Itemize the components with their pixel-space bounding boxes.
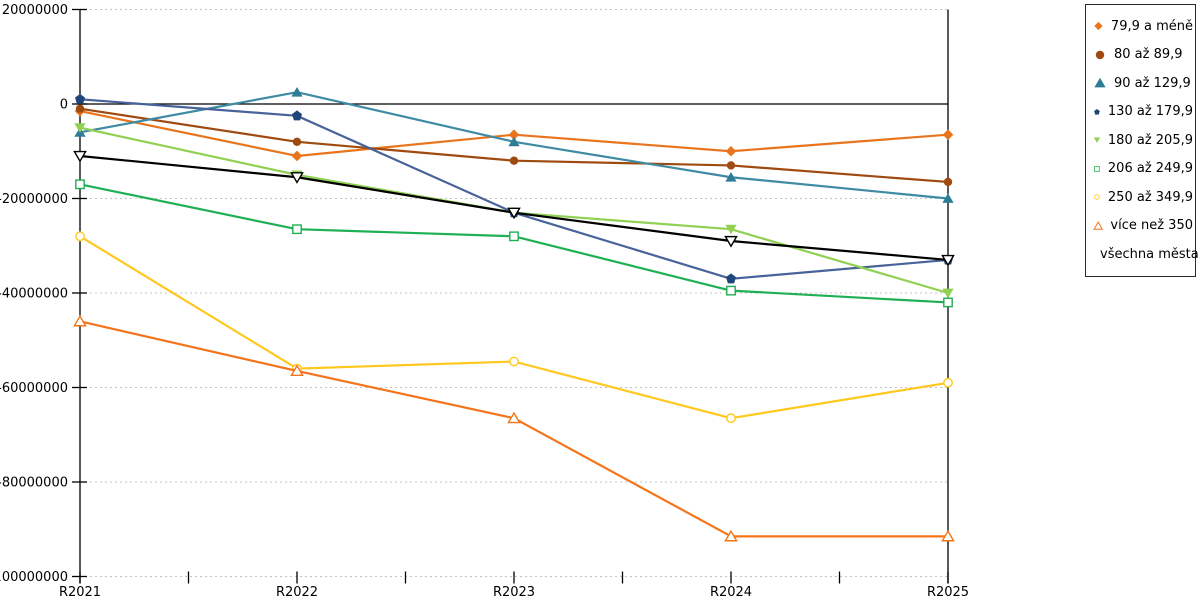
legend-label: 80 až 89,9 [1114, 47, 1183, 63]
legend-label: všechna města [1100, 246, 1199, 262]
legend-item: 130 až 179,9 [1093, 98, 1193, 127]
y-tick-label: -40000000 [0, 287, 68, 302]
y-tick-label: 20000000 [2, 3, 68, 18]
y-tick-label: -60000000 [0, 381, 68, 396]
marker-pentagon-icon [75, 93, 85, 104]
marker-triangle-up-icon [941, 529, 955, 542]
marker-triangle-up-icon [291, 86, 303, 97]
legend-item: 90 až 129,9 [1093, 69, 1193, 98]
marker-pentagon-icon [726, 273, 736, 284]
y-tick-label: -80000000 [0, 476, 68, 491]
marker-triangle-down-icon [1093, 137, 1101, 144]
legend-item: 80 až 89,9 [1093, 41, 1193, 70]
legend-item: 250 až 349,9 [1093, 183, 1193, 212]
legend-label: 79,9 a méně [1110, 18, 1193, 34]
legend-label: 90 až 129,9 [1114, 75, 1191, 91]
legend-marker-square-icon [1094, 165, 1100, 172]
legend-marker-circle-icon [1095, 50, 1105, 59]
marker-triangle-up-icon [1093, 220, 1104, 230]
marker-triangle-up-icon [1094, 78, 1106, 88]
marker-circle-icon [75, 231, 85, 242]
legend-marker-circle-icon [1094, 194, 1100, 201]
legend-marker-triangle-up-icon [1093, 220, 1104, 230]
marker-square-icon [1094, 165, 1100, 172]
marker-triangle-up-icon [942, 193, 954, 203]
series-line [78, 320, 950, 538]
series-2 [75, 104, 953, 187]
series-line [78, 183, 950, 304]
marker-pentagon-icon [292, 110, 302, 121]
legend-label: 130 až 179,9 [1107, 104, 1193, 120]
marker-circle-icon [726, 413, 736, 424]
legend-item: více než 350 [1093, 212, 1193, 241]
marker-square-icon [943, 297, 953, 308]
legend-item: 180 až 205,9 [1093, 126, 1193, 155]
marker-diamond-icon [942, 129, 954, 141]
marker-circle-icon [943, 177, 953, 187]
x-tick-label: R2024 [710, 585, 752, 600]
marker-circle-icon [509, 156, 519, 165]
marker-circle-icon [1094, 194, 1100, 201]
marker-circle-icon [292, 137, 302, 146]
legend-marker-pentagon-icon [1094, 108, 1100, 115]
marker-triangle-down-icon [724, 235, 738, 248]
marker-pentagon-icon [1094, 108, 1100, 115]
marker-triangle-down-icon [942, 288, 954, 299]
marker-circle-icon [726, 161, 736, 170]
marker-triangle-up-icon [290, 364, 304, 377]
legend-item: 79,9 a méně [1093, 12, 1193, 41]
marker-diamond-icon [725, 145, 737, 157]
marker-triangle-down-icon [74, 123, 86, 133]
marker-triangle-up-icon [724, 529, 738, 542]
marker-triangle-down-icon [507, 207, 521, 220]
marker-diamond-icon [291, 150, 303, 162]
legend-marker-triangle-up-icon [1094, 78, 1106, 88]
marker-square-icon [75, 179, 85, 190]
marker-square-icon [292, 224, 302, 235]
legend: 79,9 a méně 80 až 89,9 90 až 129,9 130 až 1… [1085, 4, 1199, 277]
marker-triangle-up-icon [508, 136, 520, 147]
marker-square-icon [509, 231, 519, 242]
marker-circle-icon [943, 377, 953, 388]
marker-triangle-down-icon [725, 224, 737, 235]
y-tick-label: -100000000 [0, 570, 68, 585]
marker-triangle-down-icon [290, 172, 304, 184]
marker-triangle-up-icon [73, 314, 87, 327]
legend-label: 180 až 205,9 [1107, 132, 1193, 148]
marker-triangle-up-icon [725, 172, 737, 182]
legend-marker-diamond-icon [1094, 22, 1103, 31]
marker-square-icon [726, 285, 736, 296]
series-7 [75, 231, 953, 424]
series-8 [73, 314, 955, 542]
legend-item: všechna města [1093, 240, 1199, 269]
marker-circle-icon [509, 356, 519, 367]
legend-label: 206 až 249,9 [1107, 161, 1193, 177]
series-line [78, 235, 950, 420]
x-tick-label: R2025 [927, 585, 969, 600]
legend-marker-triangle-down-icon [1093, 137, 1101, 144]
series-9 [73, 150, 955, 267]
marker-circle-icon [75, 104, 85, 113]
x-tick-label: R2022 [276, 585, 318, 600]
legend-label: více než 350 [1110, 218, 1193, 234]
series-1 [74, 105, 954, 162]
legend-item: 206 až 249,9 [1093, 155, 1193, 184]
x-tick-label: R2023 [493, 585, 535, 600]
marker-triangle-down-icon [941, 254, 955, 267]
marker-triangle-up-icon [507, 411, 521, 424]
marker-circle-icon [1095, 50, 1105, 59]
marker-diamond-icon [1094, 22, 1103, 31]
y-tick-label: -20000000 [0, 192, 68, 207]
y-tick-label: 0 [60, 98, 68, 113]
x-tick-label: R2021 [59, 585, 101, 600]
marker-triangle-down-icon [73, 150, 87, 163]
legend-label: 250 až 349,9 [1107, 189, 1193, 205]
series-6 [75, 179, 953, 308]
series-line [78, 98, 950, 280]
